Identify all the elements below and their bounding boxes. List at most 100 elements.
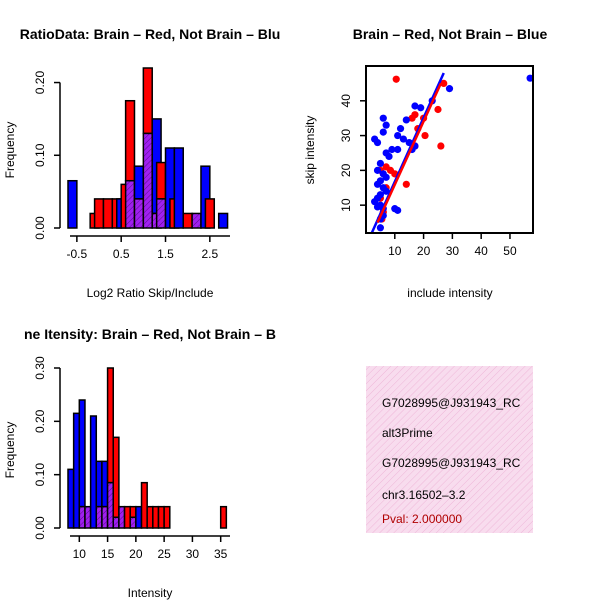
point-blue: [394, 131, 402, 140]
bar-overlap: [112, 516, 120, 529]
bar-overlap: [84, 505, 92, 529]
bar-not-brain: [135, 505, 143, 529]
bar-brain: [142, 67, 153, 135]
bar-not-brain: [78, 399, 86, 508]
bar-brain: [140, 481, 148, 529]
ratio-histogram-x-axis: -0.5 0.5 1.5 2.5: [67, 235, 230, 261]
intensity-scatter-ylabel: skip intensity: [303, 116, 317, 185]
y-tick-label: 0.30: [33, 356, 47, 380]
intensity-scatter: Brain – Red, Not Brain – Blue 10 20 30 40 50…: [303, 26, 547, 300]
x-tick-label: 30: [186, 547, 200, 561]
point-red: [437, 142, 445, 150]
bar-not-brain: [67, 468, 75, 529]
bar-brain: [129, 505, 137, 519]
y-tick-label: 0.00: [33, 216, 47, 240]
ratio-histogram-ylabel: Frequency: [3, 122, 17, 179]
x-tick-label: 2.5: [201, 247, 218, 261]
x-tick-label: 20: [129, 547, 143, 561]
x-tick-label: 20: [417, 244, 431, 258]
bar-overlap: [124, 179, 136, 229]
point-blue: [382, 187, 390, 195]
point-blue: [394, 145, 402, 154]
bar-overlap: [129, 516, 137, 529]
point-red: [392, 75, 400, 83]
intensity-scatter-points: [365, 65, 534, 234]
bar-brain: [146, 505, 154, 529]
point-blue: [526, 74, 534, 82]
intensity-histogram-ylabel: Frequency: [3, 422, 17, 479]
point-red: [382, 163, 390, 171]
point-blue: [411, 102, 419, 110]
intensity-scatter-x-axis: 10 20 30 40 50: [388, 233, 517, 258]
bar-brain: [106, 367, 114, 484]
bar-overlap: [118, 505, 126, 529]
ratio-histogram-bars: [67, 67, 229, 229]
bar-not-brain: [217, 212, 229, 229]
point-blue: [394, 206, 402, 214]
point-red: [421, 131, 429, 140]
intensity-scatter-xlabel: include intensity: [407, 286, 492, 300]
bar-overlap: [142, 132, 153, 229]
intensity-histogram-title: ne Itensity: Brain – Red, Not Brain – B: [24, 326, 276, 342]
y-tick-label: 20: [339, 163, 353, 177]
x-tick-label: 15: [101, 547, 115, 561]
y-tick-label: 0.20: [33, 409, 47, 433]
bar-brain: [124, 99, 136, 182]
point-red: [402, 180, 410, 188]
fit-line-red: [376, 82, 442, 224]
info-panel-background: [366, 366, 533, 533]
x-tick-label: 40: [474, 244, 488, 258]
bar-not-brain: [101, 460, 109, 508]
ratio-histogram-title: RatioData: Brain – Red, Not Brain – Blu: [20, 26, 281, 42]
info-panel-clip: G7028995@J931943_RC alt3Prime G7028995@J…: [382, 396, 521, 526]
x-tick-label: -0.5: [67, 247, 88, 261]
intensity-scatter-y-axis: 10 20 30 40: [339, 94, 366, 212]
info-gene-id-2: G7028995@J931943_RC: [382, 456, 521, 470]
point-blue: [373, 203, 382, 211]
bar-overlap: [78, 505, 86, 529]
plot-frame: [365, 65, 534, 234]
info-location: chr3.16502–3.2: [382, 488, 466, 502]
point-blue: [388, 145, 396, 154]
bar-overlap: [155, 198, 167, 229]
bar-brain: [102, 198, 114, 229]
bar-brain: [219, 505, 228, 529]
x-tick-label: 1.5: [157, 247, 174, 261]
point-blue: [376, 159, 384, 168]
bar-brain: [155, 161, 167, 200]
bar-brain: [157, 505, 165, 529]
ratio-histogram-y-axis: 0.00 0.10 0.20: [33, 71, 61, 240]
bar-not-brain: [133, 165, 145, 200]
x-tick-label: 25: [157, 547, 171, 561]
point-blue: [376, 224, 384, 232]
bar-overlap: [95, 505, 103, 529]
bar-not-brain: [67, 179, 78, 229]
bar-brain: [123, 505, 131, 529]
x-tick-label: 10: [388, 244, 402, 258]
bar-brain: [204, 198, 216, 229]
ratio-histogram-xlabel: Log2 Ratio Skip/Include: [87, 286, 214, 300]
info-gene-id: G7028995@J931943_RC: [382, 396, 521, 410]
point-blue: [402, 116, 410, 124]
bar-brain: [152, 505, 160, 529]
y-tick-label: 0.20: [33, 71, 47, 95]
point-blue: [396, 125, 405, 133]
point-red: [440, 79, 448, 87]
info-pval: Pval: 2.000000: [382, 512, 462, 526]
intensity-histogram: ne Itensity: Brain – Red, Not Brain – B …: [3, 326, 276, 600]
point-blue: [379, 128, 387, 136]
point-blue: [371, 135, 379, 143]
bar-overlap: [133, 198, 145, 229]
ratio-histogram: RatioData: Brain – Red, Not Brain – Blu …: [3, 26, 280, 300]
bar-overlap: [106, 481, 114, 529]
x-tick-label: 35: [214, 547, 228, 561]
point-blue: [379, 114, 387, 122]
intensity-scatter-title: Brain – Red, Not Brain – Blue: [353, 26, 548, 42]
bar-overlap: [191, 212, 202, 229]
y-tick-label: 10: [339, 198, 353, 212]
intensity-histogram-x-axis: 10 15 20 25 30 35: [70, 535, 230, 561]
point-blue: [373, 180, 382, 188]
x-tick-label: 30: [446, 244, 460, 258]
point-red: [434, 105, 442, 114]
